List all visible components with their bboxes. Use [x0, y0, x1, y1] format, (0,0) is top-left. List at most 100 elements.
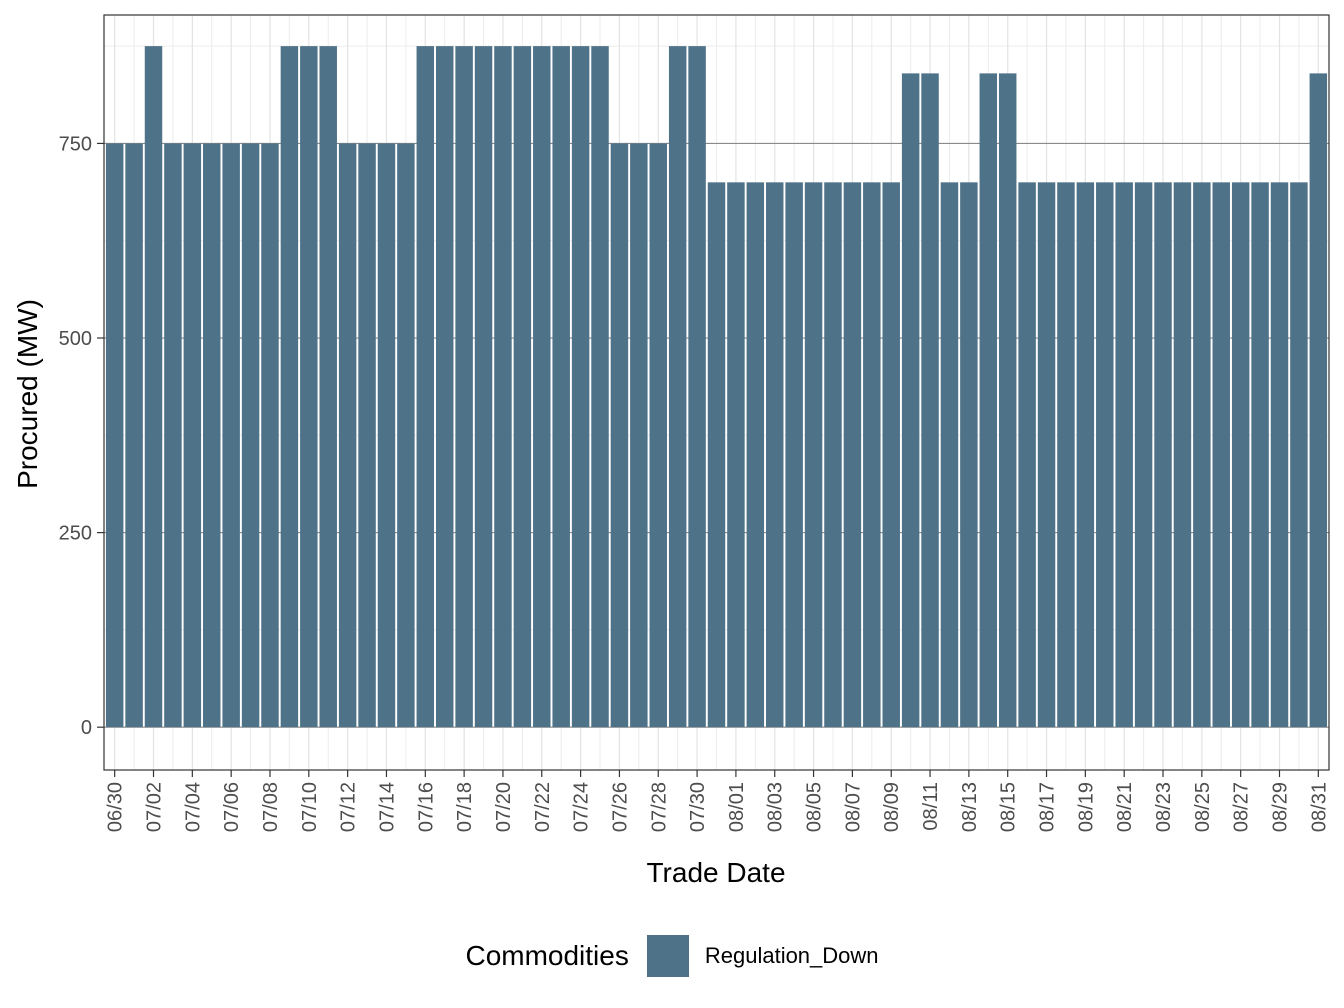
bar [1251, 182, 1269, 728]
x-tick-label: 07/04 [182, 782, 204, 832]
bar [1212, 182, 1230, 728]
bar [804, 182, 823, 728]
legend-title: Commodities [465, 940, 629, 971]
x-tick-label: 07/14 [376, 782, 398, 832]
x-tick-label: 07/02 [144, 782, 166, 832]
x-tick-label: 08/03 [765, 782, 787, 832]
bars [105, 46, 1328, 728]
bar [319, 46, 337, 728]
bar [863, 182, 881, 728]
bar [998, 73, 1017, 728]
legend-key-regulation-down [646, 935, 689, 977]
bar [241, 143, 260, 728]
bar [183, 143, 202, 728]
bar [358, 143, 376, 728]
bar [416, 46, 435, 728]
bar [1270, 182, 1289, 728]
bar [203, 143, 221, 728]
legend-label-regulation-down: Regulation_Down [704, 943, 879, 968]
bar [552, 46, 570, 728]
x-tick-label: 07/16 [415, 782, 437, 832]
bar [649, 143, 667, 728]
x-tick-label: 07/18 [454, 782, 476, 832]
bar [338, 143, 357, 728]
bar [727, 182, 745, 728]
x-tick-label: 07/30 [687, 782, 709, 832]
bar [1154, 182, 1172, 728]
bar [882, 182, 900, 728]
bar [1309, 73, 1328, 728]
x-tick-label: 07/24 [571, 782, 593, 832]
bar [630, 143, 648, 728]
bar [1018, 182, 1036, 728]
bar [960, 182, 978, 728]
bar [940, 182, 959, 728]
y-axis-title: Procured (MW) [12, 299, 43, 489]
bar [1134, 182, 1153, 728]
x-tick-label: 08/31 [1308, 782, 1330, 832]
bar [377, 143, 396, 728]
bar [824, 182, 842, 728]
bar [1115, 182, 1133, 728]
bar [707, 182, 726, 728]
bar [901, 73, 920, 728]
bar [1231, 182, 1250, 728]
x-tick-label: 07/10 [299, 782, 321, 832]
y-tick-label: 500 [59, 328, 92, 350]
bar [591, 46, 609, 728]
bar [1193, 182, 1211, 728]
bar [979, 73, 998, 728]
bar [513, 46, 532, 728]
bar [494, 46, 512, 728]
bar [474, 46, 493, 728]
bar [688, 46, 706, 728]
x-tick-label: 07/06 [221, 782, 243, 832]
y-tick-label: 750 [59, 133, 92, 155]
x-tick-label: 08/07 [842, 782, 864, 832]
x-tick-label: 07/22 [532, 782, 554, 832]
x-axis-title: Trade Date [646, 857, 785, 888]
bar [397, 143, 415, 728]
x-tick-label: 07/28 [648, 782, 670, 832]
x-tick-label: 07/12 [338, 782, 360, 832]
bar [533, 46, 551, 728]
bar [435, 46, 454, 728]
bar [222, 143, 240, 728]
bar [1096, 182, 1114, 728]
plot-panel-border [103, 14, 1330, 771]
x-tick-label: 08/05 [804, 782, 826, 832]
bar [144, 46, 163, 728]
legend: Commodities Regulation_Down [0, 930, 1344, 982]
bar [843, 182, 862, 728]
bar [1076, 182, 1095, 728]
x-tick-label: 08/19 [1075, 782, 1097, 832]
bar [766, 182, 784, 728]
bar [164, 143, 182, 728]
x-tick-label: 08/15 [998, 782, 1020, 832]
bar [610, 143, 629, 728]
y-tick-label: 0 [81, 717, 92, 739]
x-tick-label: 08/09 [881, 782, 903, 832]
x-tick-label: 07/08 [260, 782, 282, 832]
x-tick-label: 08/17 [1037, 782, 1059, 832]
bar [746, 182, 765, 728]
x-tick-label: 06/30 [105, 782, 127, 832]
bar [300, 46, 318, 728]
bar [1037, 182, 1056, 728]
bar [571, 46, 590, 728]
x-tick-label: 07/26 [609, 782, 631, 832]
bar [1290, 182, 1308, 728]
y-axis: 0 250 500 750 [59, 133, 104, 739]
y-tick-label: 250 [59, 523, 92, 545]
bar [668, 46, 687, 728]
bar [785, 182, 803, 728]
bar [1057, 182, 1075, 728]
bar [1173, 182, 1192, 728]
x-tick-label: 08/27 [1231, 782, 1253, 832]
bar [105, 143, 124, 728]
bar [921, 73, 939, 728]
x-tick-label: 08/13 [959, 782, 981, 832]
x-tick-label: 08/29 [1269, 782, 1291, 832]
bar [125, 143, 143, 728]
